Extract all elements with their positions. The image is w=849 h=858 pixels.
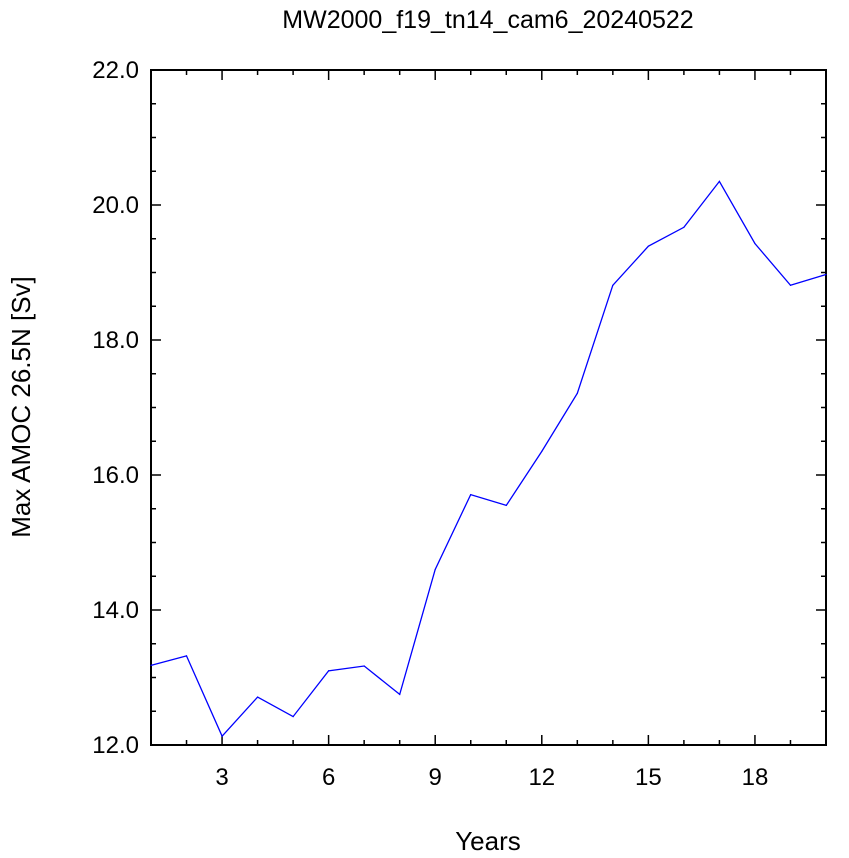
data-point bbox=[754, 242, 756, 245]
y-tick-label: 16.0 bbox=[92, 462, 139, 489]
x-axis-label: Years bbox=[455, 826, 521, 856]
y-tick-label: 14.0 bbox=[92, 597, 139, 624]
y-tick-label: 18.0 bbox=[92, 327, 139, 354]
x-tick-label: 6 bbox=[322, 764, 335, 791]
data-point bbox=[292, 716, 294, 718]
data-point bbox=[434, 568, 436, 571]
data-point bbox=[789, 284, 792, 286]
data-point bbox=[185, 655, 188, 657]
chart-title: MW2000_f19_tn14_cam6_20240522 bbox=[282, 6, 693, 34]
series-layer bbox=[150, 180, 827, 738]
data-point bbox=[363, 665, 365, 667]
plot-frame bbox=[150, 69, 827, 746]
data-point bbox=[683, 226, 685, 228]
data-point bbox=[150, 664, 152, 666]
series-line bbox=[150, 180, 827, 738]
data-point bbox=[505, 504, 507, 506]
x-tick-label: 3 bbox=[215, 764, 228, 791]
y-tick-label: 12.0 bbox=[92, 732, 139, 759]
data-point bbox=[825, 273, 827, 276]
data-point bbox=[612, 284, 614, 286]
data-point bbox=[541, 450, 543, 452]
data-point bbox=[647, 245, 649, 247]
x-tick-label: 18 bbox=[742, 764, 769, 791]
x-tick-label: 12 bbox=[528, 764, 555, 791]
y-tick-label: 22.0 bbox=[92, 57, 139, 84]
data-point bbox=[221, 735, 223, 737]
y-tick-labels: 12.0 14.0 16.0 18.0 20.0 22.0 bbox=[92, 57, 139, 759]
x-tick-labels: 3 6 9 12 15 18 bbox=[215, 764, 768, 791]
data-point bbox=[470, 493, 472, 496]
data-point bbox=[399, 693, 401, 695]
major-ticks bbox=[151, 69, 826, 746]
y-axis-label: Max AMOC 26.5N [Sv] bbox=[6, 276, 36, 538]
x-tick-label: 15 bbox=[635, 764, 662, 791]
x-tick-label: 9 bbox=[429, 764, 442, 791]
data-point bbox=[256, 696, 259, 698]
data-point bbox=[576, 392, 578, 394]
y-tick-label: 20.0 bbox=[92, 192, 139, 219]
data-point bbox=[328, 670, 330, 672]
data-point bbox=[718, 180, 721, 182]
minor-ticks bbox=[150, 70, 827, 745]
plot-border bbox=[150, 69, 827, 746]
